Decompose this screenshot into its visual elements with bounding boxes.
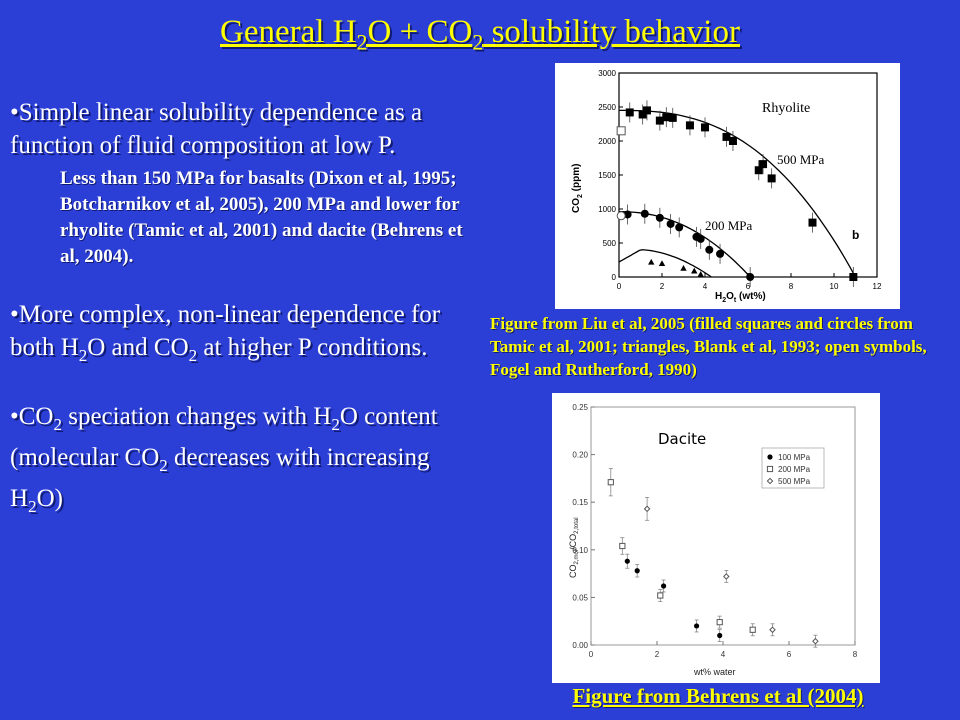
rhyolite-chart: 0 2 4 6 8 10 12 0 500 1000 1500 2000 2500 3000 CO2 (… [571, 69, 882, 304]
rhyolite-label: Rhyolite [762, 101, 810, 116]
figure-caption-liu: Figure from Liu et al, 2005 (filled squa… [490, 314, 927, 379]
data-point-filled-circle [661, 583, 667, 589]
data-point-filled-circle [694, 623, 700, 629]
rhyolite-y-axis-label: CO2 (ppm) [571, 164, 584, 213]
bullet-nonlinear: •More complex, non-linear dependence for… [10, 301, 441, 365]
label-500-mpa: 500 MPa [777, 152, 825, 167]
data-point-filled-triangle [658, 260, 666, 266]
data-point-filled-triangle [697, 271, 704, 277]
data-point-filled-square [754, 166, 763, 175]
data-point-filled-circle [634, 568, 640, 574]
dacite-x-axis-label: wt% water [693, 667, 736, 677]
y-tick-label: 500 [603, 239, 617, 248]
legend-marker-filled-circle [767, 454, 773, 460]
data-point-filled-square [728, 137, 737, 145]
data-point-open-square [616, 126, 626, 136]
figure-caption-behrens: Figure from Behrens et al (2004) [572, 684, 864, 708]
y-tick-label: 0.20 [572, 451, 588, 460]
data-point-open-diamond [769, 626, 776, 634]
data-point-filled-square [701, 123, 709, 132]
x-tick-label: 8 [789, 282, 794, 291]
x-tick-label: 0 [617, 282, 622, 291]
data-point-filled-square [767, 174, 776, 183]
panel-letter: b [852, 228, 859, 242]
data-point-filled-circle [746, 273, 755, 281]
data-point-filled-circle [716, 249, 725, 258]
data-point-filled-triangle [691, 267, 698, 274]
data-point-filled-circle [696, 234, 705, 243]
data-point-open-square [716, 619, 723, 626]
fit-curve-500-mpa [619, 109, 857, 278]
data-point-filled-square [655, 116, 664, 125]
y-tick-label: 1000 [598, 205, 616, 214]
legend-marker-open-square [766, 465, 774, 473]
y-tick-label: 0.10 [572, 546, 588, 555]
y-tick-label: 2000 [598, 137, 616, 146]
data-point-filled-square [808, 218, 817, 227]
y-tick-label: 3000 [598, 69, 616, 78]
x-tick-label: 10 [830, 282, 839, 291]
y-tick-label: 0.05 [572, 593, 588, 602]
data-point-filled-square [668, 113, 677, 122]
x-tick-label: 4 [703, 282, 708, 291]
data-point-filled-square [642, 106, 651, 115]
legend: 100 MPa 200 MPa 500 MPa [761, 447, 825, 489]
y-tick-label: 2500 [598, 103, 616, 112]
slide-title: General H2O + CO2 solubility behavior [220, 14, 740, 55]
y-tick-label: 0 [612, 273, 617, 282]
bullet-linear: •Simple linear solubility dependence as … [10, 99, 423, 159]
data-point-filled-circle [717, 632, 723, 639]
x-tick-label: 8 [853, 650, 858, 659]
data-point-filled-triangle [648, 258, 655, 265]
legend-label: 100 MPa [778, 453, 811, 462]
x-tick-label: 2 [660, 282, 665, 291]
x-tick-label: 0 [589, 650, 594, 659]
data-point-filled-square [759, 160, 768, 169]
data-point-open-square [607, 479, 614, 486]
data-point-filled-square [722, 132, 731, 141]
data-point-filled-circle [640, 209, 649, 218]
y-tick-label: 0.15 [572, 498, 588, 507]
data-point-filled-circle [624, 558, 630, 564]
x-tick-label: 4 [721, 650, 726, 659]
data-point-filled-circle [666, 219, 675, 228]
x-tick-label: 2 [655, 650, 660, 659]
y-tick-label: 1500 [598, 171, 616, 180]
data-point-filled-circle [675, 223, 684, 232]
data-point-filled-circle [655, 213, 664, 222]
data-point-filled-square [638, 110, 647, 119]
x-tick-label: 6 [746, 282, 751, 291]
data-point-filled-square [625, 108, 634, 117]
bullet-list: •Simple linear solubility dependence as … [10, 96, 475, 523]
x-tick-label: 12 [873, 282, 882, 291]
data-point-filled-circle [705, 245, 714, 254]
legend-label: 500 MPa [778, 477, 811, 486]
y-tick-label: 0.00 [572, 641, 588, 650]
data-point-filled-square [662, 113, 671, 122]
data-point-open-circle [616, 211, 626, 221]
rhyolite-x-axis-label: H2Ot (wt%) [715, 291, 766, 304]
sub-bullet-pressure-ranges: Less than 150 MPa for basalts (Dixon et … [60, 168, 463, 267]
data-point-filled-square [849, 273, 858, 281]
legend-label: 200 MPa [778, 465, 811, 474]
label-200-mpa: 200 MPa [705, 218, 753, 233]
legend-marker-open-diamond [766, 477, 774, 485]
data-point-filled-square [685, 121, 694, 130]
data-point-open-diamond [643, 505, 651, 513]
plot-frame [590, 406, 856, 646]
x-tick-label: 6 [787, 650, 792, 659]
data-point-open-square [657, 592, 664, 599]
dacite-label: Dacite [658, 430, 706, 448]
data-point-open-square [749, 626, 756, 633]
fit-curve-blank [618, 249, 712, 278]
data-point-open-square [619, 542, 626, 550]
bullet-speciation: •CO2 speciation changes with H2O content… [10, 403, 438, 516]
data-point-open-diamond [812, 637, 819, 645]
y-tick-label: 0.25 [572, 403, 588, 412]
data-point-open-diamond [722, 573, 730, 580]
figure-rhyolite: 0 2 4 6 8 10 12 0 500 1000 1500 2000 2500 3000 CO2 (… [555, 63, 900, 309]
data-point-filled-triangle [680, 264, 687, 271]
